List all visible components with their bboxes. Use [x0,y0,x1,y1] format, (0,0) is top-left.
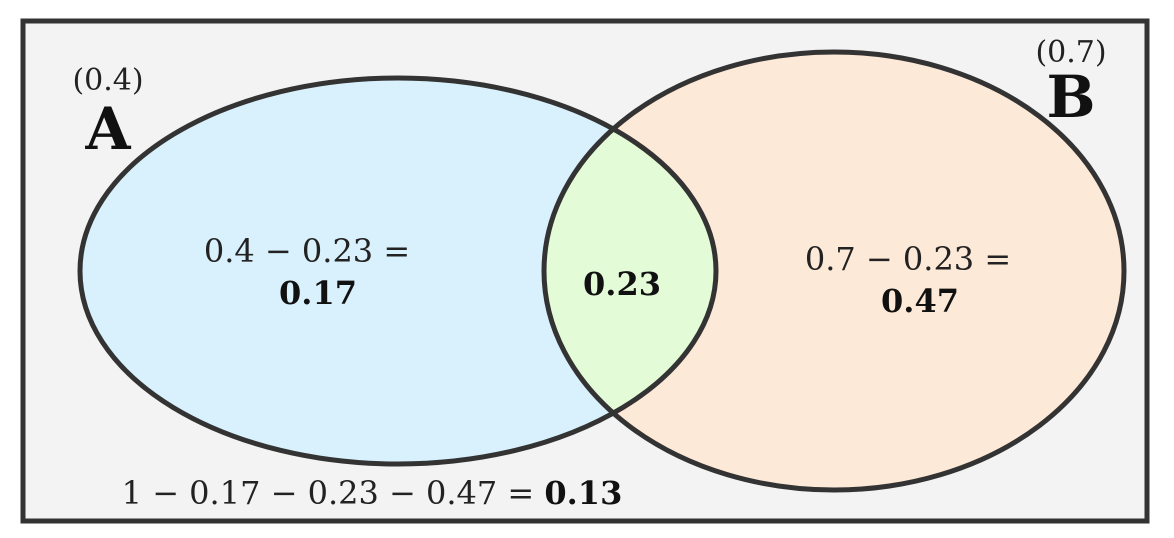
set-a-probability: (0.4) [72,63,143,98]
set-b-region [544,52,1124,490]
outside-label: 1 − 0.17 − 0.23 − 0.47 = 0.13 [122,474,623,512]
set-a-outline [77,75,719,467]
b-only-result: 0.47 [881,282,959,320]
a-only-result: 0.17 [279,274,357,312]
set-b-name: B [1046,63,1095,131]
b-only-expression: 0.7 − 0.23 = [805,240,1011,278]
set-a-region [80,78,716,464]
a-only-expression: 0.4 − 0.23 = [204,232,410,270]
outside-expression: 1 − 0.17 − 0.23 − 0.47 = [122,474,545,512]
set-b-outline [541,49,1127,493]
set-b-probability: (0.7) [1035,35,1106,70]
outside-result: 0.13 [544,474,622,512]
intersection-result: 0.23 [583,265,661,303]
set-a-name: A [84,95,131,163]
